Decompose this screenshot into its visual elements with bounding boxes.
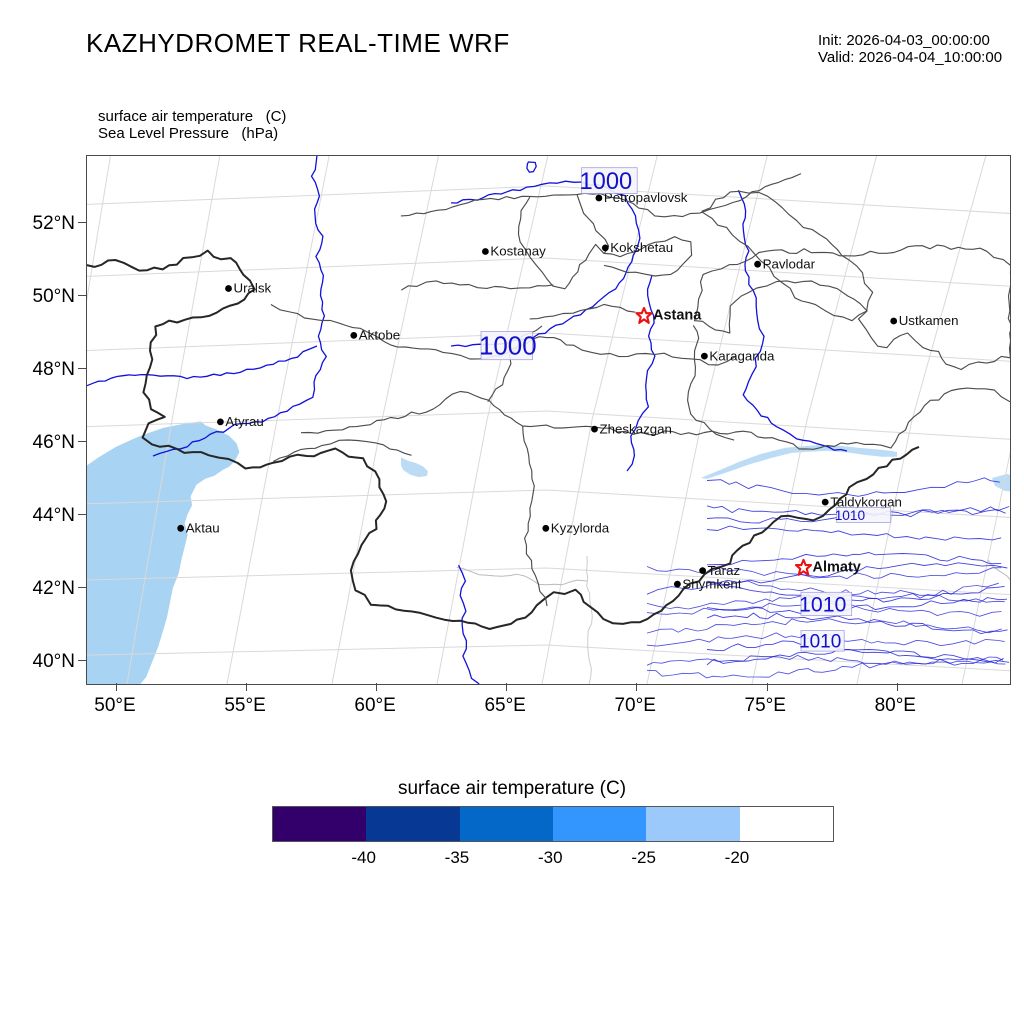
svg-text:1000: 1000 [479, 333, 537, 361]
svg-text:Astana: Astana [653, 308, 702, 324]
svg-text:Aktobe: Aktobe [359, 328, 400, 343]
svg-text:1010: 1010 [835, 508, 866, 523]
svg-text:1010: 1010 [799, 631, 841, 652]
svg-text:Uralsk: Uralsk [234, 281, 272, 296]
svg-text:Zheskazgan: Zheskazgan [600, 421, 672, 436]
svg-text:Shymkent: Shymkent [682, 576, 741, 591]
svg-text:Karaganda: Karaganda [709, 348, 775, 363]
svg-text:Pavlodar: Pavlodar [763, 256, 816, 271]
svg-text:Kostanay: Kostanay [490, 244, 546, 259]
svg-text:Aktau: Aktau [186, 521, 220, 536]
svg-text:Atyrau: Atyrau [225, 414, 263, 429]
svg-text:1000: 1000 [580, 169, 633, 195]
svg-text:1010: 1010 [799, 592, 847, 616]
svg-text:Kokshetau: Kokshetau [610, 240, 673, 255]
svg-text:Ustkamen: Ustkamen [899, 313, 959, 328]
svg-text:Kyzylorda: Kyzylorda [551, 521, 610, 536]
svg-text:Almaty: Almaty [813, 560, 861, 576]
